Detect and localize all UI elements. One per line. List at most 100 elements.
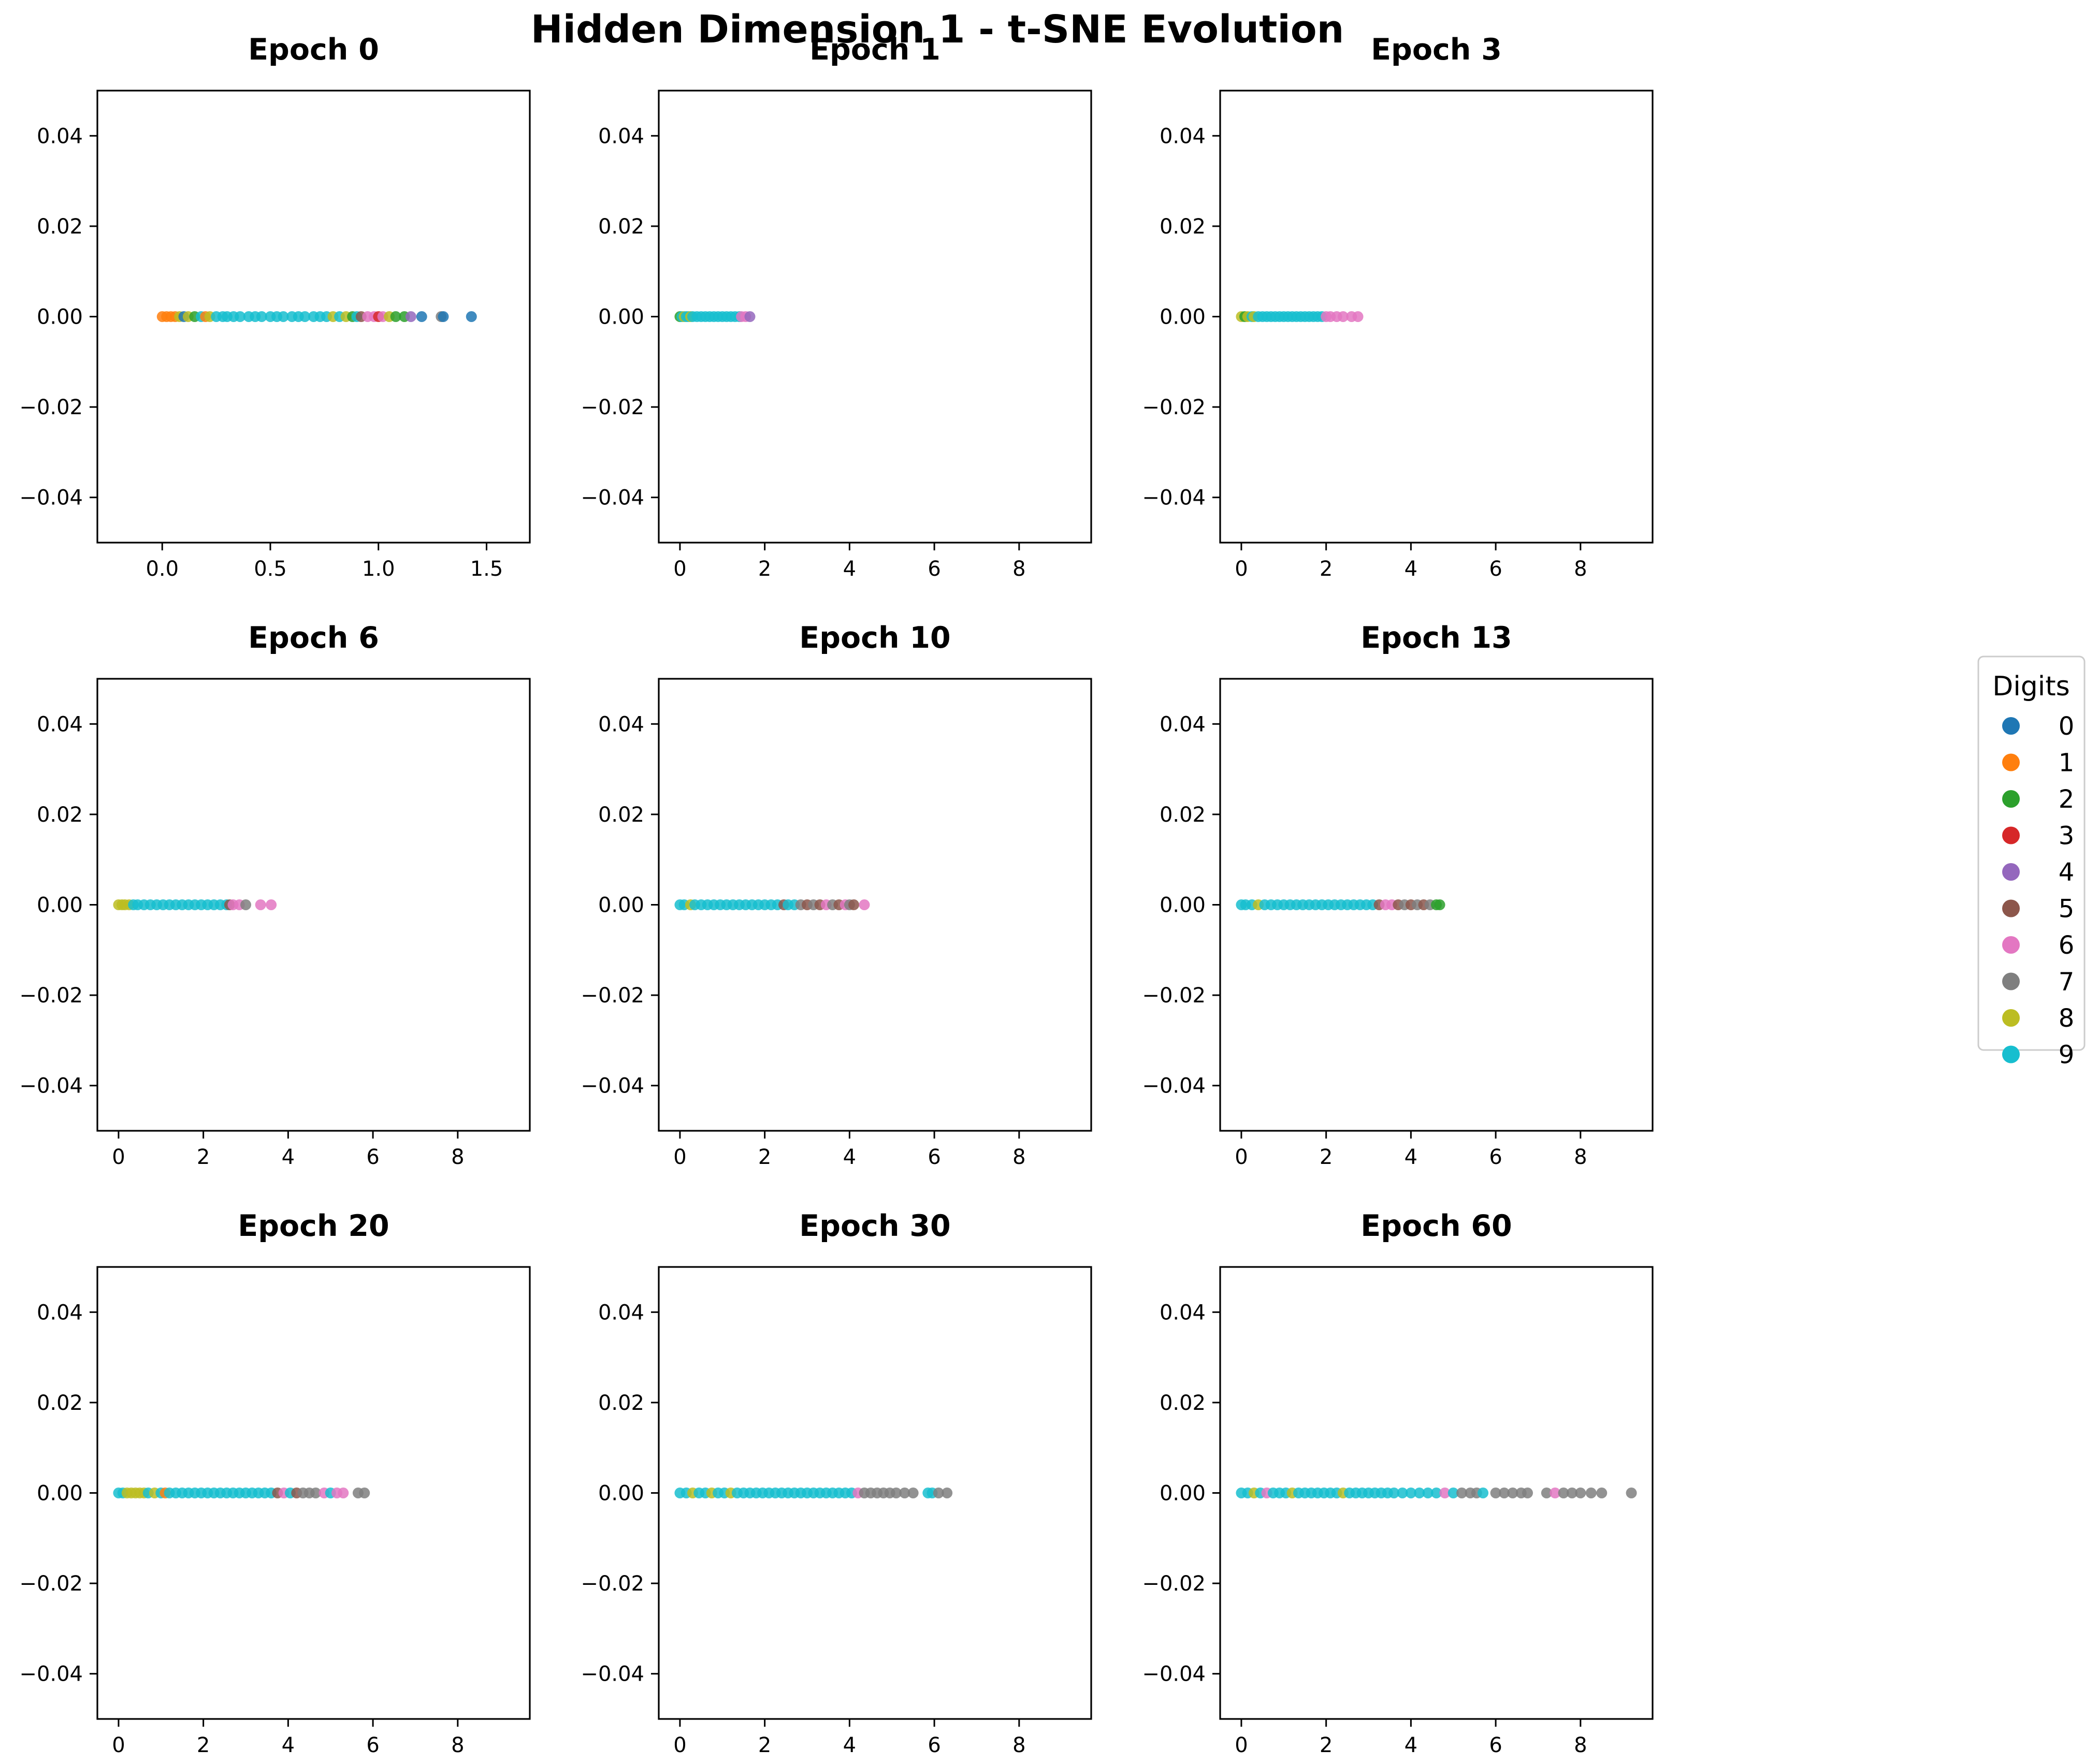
x-tick-label: 4 (843, 1733, 856, 1757)
data-point (256, 311, 267, 322)
x-tick-label: 4 (282, 1733, 295, 1757)
y-tick-label: −0.02 (19, 396, 83, 419)
y-tick-label: −0.02 (581, 1572, 644, 1596)
scatter-points (1236, 1488, 1637, 1498)
scatter-points (113, 899, 277, 910)
data-point (1596, 1488, 1608, 1498)
y-tick-label: 0.04 (37, 1301, 83, 1324)
y-tick-label: 0.00 (1160, 1482, 1206, 1506)
x-tick-label: 4 (843, 1145, 856, 1169)
subplot-2: Epoch 3 0.04 0.02 0.00 −0.02 −0.04 0 2 4 6 8 (1142, 33, 1654, 581)
legend-entry: 8 (2002, 1004, 2074, 1033)
x-tick-label: 8 (1574, 557, 1587, 581)
y-tick-label: 0.02 (1160, 215, 1206, 239)
legend-label: 7 (2059, 968, 2075, 997)
subplot-title: Epoch 60 (1360, 1209, 1512, 1243)
legend-label: 8 (2059, 1004, 2075, 1033)
data-point (416, 311, 427, 322)
subplot-8: Epoch 60 0.04 0.02 0.00 −0.02 −0.04 0 2 4 6 8 (1142, 1209, 1654, 1757)
y-tick-label: −0.02 (581, 396, 644, 419)
legend-entry: 0 (2002, 712, 2074, 741)
data-point (1498, 1488, 1510, 1498)
x-tick-label: 1.0 (362, 557, 395, 581)
data-point (899, 1488, 910, 1498)
x-tick-label: 6 (928, 1145, 940, 1169)
legend-marker (2002, 1045, 2020, 1063)
subplot-title: Epoch 10 (799, 621, 950, 655)
x-tick-label: 6 (928, 557, 940, 581)
y-tick-label: 0.02 (37, 803, 83, 827)
data-point (390, 311, 401, 322)
x-tick-label: 8 (451, 1145, 464, 1169)
legend-marker (2002, 899, 2020, 917)
data-point (255, 899, 266, 910)
y-tick-label: 0.00 (598, 305, 644, 329)
legend-marker (2002, 1009, 2020, 1027)
x-tick-label: 6 (1489, 557, 1502, 581)
x-tick-label: 1.5 (470, 557, 503, 581)
y-tick-label: 0.04 (1160, 1301, 1206, 1324)
scatter-points (113, 1488, 370, 1498)
y-tick-label: −0.04 (1142, 1663, 1206, 1686)
x-tick-label: 0 (112, 1733, 125, 1757)
x-tick-label: 2 (758, 1733, 771, 1757)
subplot-grid: Epoch 0 0.04 0.02 0.00 −0.02 −0.04 0.0 0.5 1.0 1.… (19, 33, 1654, 1757)
data-point (1550, 1488, 1561, 1498)
x-tick-label: 6 (928, 1733, 940, 1757)
y-tick-label: 0.00 (598, 1482, 644, 1506)
x-tick-label: 2 (758, 1145, 771, 1169)
data-point (1478, 1488, 1489, 1498)
x-tick-label: 2 (1320, 557, 1333, 581)
y-tick-label: 0.04 (598, 1301, 644, 1324)
y-tick-label: 0.02 (1160, 1391, 1206, 1415)
x-tick-label: 8 (451, 1733, 464, 1757)
y-tick-label: −0.02 (19, 1572, 83, 1596)
y-tick-label: 0.04 (37, 124, 83, 148)
legend-marker (2002, 863, 2020, 881)
legend-label: 3 (2059, 822, 2075, 851)
data-point (744, 311, 756, 322)
legend-marker (2002, 790, 2020, 808)
data-point (1507, 1488, 1518, 1498)
legend-entry: 3 (2002, 822, 2074, 851)
scatter-points (674, 899, 870, 910)
legend-label: 9 (2059, 1041, 2075, 1070)
legend-label: 0 (2059, 712, 2075, 741)
x-tick-label: 4 (1405, 557, 1417, 581)
data-point (1388, 1488, 1400, 1498)
subplot-1: Epoch 1 0.04 0.02 0.00 −0.02 −0.04 0 2 4 6 8 (581, 33, 1092, 581)
data-point (1422, 1488, 1434, 1498)
x-tick-label: 6 (1489, 1145, 1502, 1169)
subplot-title: Epoch 6 (248, 621, 379, 655)
data-point (278, 311, 289, 322)
x-tick-label: 0 (673, 557, 686, 581)
x-tick-label: 8 (1012, 1145, 1025, 1169)
x-tick-label: 0.5 (254, 557, 287, 581)
y-tick-label: 0.04 (37, 712, 83, 736)
subplot-title: Epoch 13 (1360, 621, 1512, 655)
y-tick-label: −0.02 (19, 984, 83, 1008)
x-tick-label: 2 (197, 1145, 210, 1169)
y-tick-label: 0.04 (598, 712, 644, 736)
data-point (1585, 1488, 1597, 1498)
x-tick-label: 0.0 (146, 557, 179, 581)
data-point (890, 1488, 902, 1498)
y-tick-label: −0.04 (581, 1074, 644, 1098)
y-tick-label: −0.04 (19, 486, 83, 510)
y-tick-label: −0.02 (1142, 984, 1206, 1008)
x-tick-label: 2 (758, 557, 771, 581)
data-point (1397, 1488, 1408, 1498)
legend-entry: 2 (2002, 785, 2074, 814)
legend-label: 1 (2059, 749, 2075, 778)
data-point (1522, 1488, 1533, 1498)
legend-entry: 7 (2002, 968, 2074, 997)
data-point (405, 311, 416, 322)
legend-marker (2002, 753, 2020, 771)
legend-marker (2002, 826, 2020, 844)
x-tick-label: 6 (366, 1145, 379, 1169)
subplot-3: Epoch 6 0.04 0.02 0.00 −0.02 −0.04 0 2 4 6 8 (19, 621, 531, 1169)
legend-marker (2002, 717, 2020, 735)
scatter-points (1236, 311, 1364, 322)
y-tick-label: −0.04 (581, 1663, 644, 1686)
y-tick-label: 0.04 (1160, 124, 1206, 148)
